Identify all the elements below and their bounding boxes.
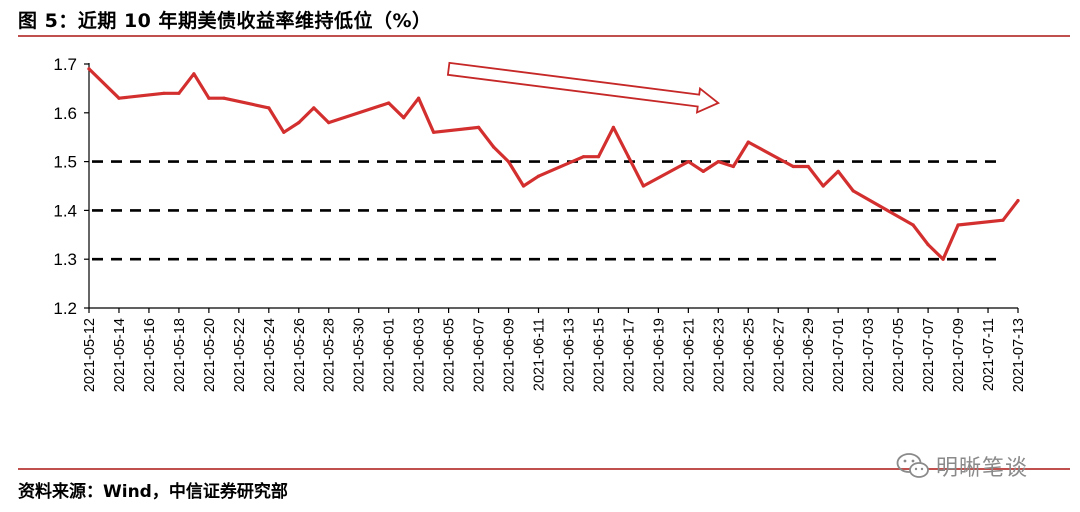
data-point	[596, 155, 601, 159]
x-tick-label: 2021-06-27	[771, 318, 787, 392]
x-tick-label: 2021-06-19	[651, 318, 667, 392]
data-point	[87, 67, 91, 71]
data-point	[821, 184, 825, 188]
axes: 1.2 1.3 1.4 1.5 1.6 1.7 2021-05-12 2021-05-14 20…	[53, 55, 1027, 392]
y-tick-label: 1.5	[53, 153, 77, 172]
y-tick-label: 1.4	[53, 201, 77, 220]
x-tick-label: 2021-06-23	[711, 318, 727, 392]
x-tick-label: 2021-05-28	[322, 318, 338, 392]
y-tick-label: 1.3	[53, 250, 77, 269]
watermark: 明晰笔谈	[896, 450, 1028, 482]
data-point	[506, 160, 511, 164]
x-tick-label: 2021-05-24	[262, 318, 278, 392]
trend-arrow-shape	[446, 61, 721, 114]
data-point	[1001, 218, 1005, 222]
x-tick-label: 2021-07-03	[861, 318, 877, 392]
series-layer	[87, 67, 1020, 261]
data-point	[117, 96, 121, 100]
y-tick-label: 1.2	[53, 299, 77, 318]
x-tick-label: 2021-05-20	[202, 318, 218, 392]
data-point	[941, 257, 945, 261]
x-tick-label: 2021-06-09	[502, 318, 518, 392]
x-tick-label: 2021-05-14	[112, 318, 128, 392]
x-tick-label: 2021-06-13	[561, 318, 577, 392]
data-point	[207, 96, 211, 100]
trend-arrow	[446, 61, 721, 114]
y-tick-label: 1.6	[53, 104, 77, 123]
data-point	[911, 223, 915, 227]
x-tick-label: 2021-06-01	[382, 318, 398, 392]
x-tick-label: 2021-06-17	[621, 318, 637, 392]
x-tick-label: 2021-07-11	[981, 318, 997, 391]
x-tick-label: 2021-05-12	[82, 318, 98, 392]
x-tick-label: 2021-07-13	[1011, 318, 1027, 392]
wechat-icon	[896, 453, 929, 478]
x-tick-label: 2021-06-11	[532, 318, 548, 391]
data-point	[297, 121, 301, 125]
x-tick-label: 2021-06-25	[741, 318, 757, 392]
chart-title: 图 5：近期 10 年期美债收益率维持低位（%）	[18, 10, 432, 32]
data-point	[267, 106, 271, 110]
x-tick-label: 2021-06-05	[442, 318, 458, 392]
data-point	[806, 164, 810, 169]
x-tick-label: 2021-07-01	[831, 318, 847, 392]
data-point	[581, 155, 586, 159]
footer-rule	[18, 468, 1070, 470]
line-chart: 1.2 1.3 1.4 1.5 1.6 1.7 2021-05-12 2021-05-14 20…	[53, 55, 1027, 392]
data-point	[536, 174, 541, 178]
data-point	[417, 96, 421, 100]
data-point	[162, 91, 166, 95]
data-point	[731, 164, 735, 169]
data-point	[521, 184, 526, 188]
data-point	[402, 116, 406, 120]
x-tick-label: 2021-06-29	[801, 318, 817, 392]
x-tick-label: 2021-06-21	[681, 318, 697, 392]
data-point	[192, 72, 196, 76]
x-tick-label: 2021-07-07	[921, 318, 937, 392]
x-tick-label: 2021-06-07	[472, 318, 488, 392]
x-tick-label: 2021-05-30	[352, 318, 368, 392]
data-point	[387, 101, 391, 105]
data-point	[432, 130, 436, 134]
data-point	[492, 145, 496, 149]
series-line	[87, 67, 1020, 261]
data-point	[746, 140, 750, 144]
x-tick-label: 2021-05-18	[172, 318, 188, 392]
data-point	[791, 164, 795, 169]
data-point	[641, 184, 646, 188]
reference-lines	[92, 160, 996, 261]
data-point	[926, 243, 930, 247]
x-tick-label: 2021-05-22	[232, 318, 248, 392]
data-point	[327, 121, 331, 125]
data-point	[1016, 199, 1020, 203]
x-tick-label: 2021-06-03	[412, 318, 428, 392]
x-tick-label: 2021-05-16	[142, 318, 158, 392]
title-rule	[18, 35, 1070, 37]
watermark-text: 明晰笔谈	[936, 456, 1029, 481]
data-point	[222, 96, 226, 100]
data-point	[701, 169, 705, 173]
data-point	[312, 106, 316, 110]
data-point	[686, 160, 691, 164]
data-point	[477, 125, 481, 129]
x-tick-label: 2021-06-15	[591, 318, 607, 392]
data-point	[611, 125, 616, 129]
data-point	[282, 130, 286, 134]
data-point	[956, 223, 960, 227]
x-tick-label: 2021-07-05	[891, 318, 907, 392]
x-tick-label: 2021-07-09	[951, 318, 967, 392]
data-point	[177, 91, 181, 95]
y-tick-label: 1.7	[53, 55, 77, 74]
x-tick-label: 2021-05-26	[292, 318, 308, 392]
data-point	[626, 155, 631, 159]
data-point	[851, 189, 855, 193]
source-note: 资料来源：Wind，中信证券研究部	[18, 482, 288, 502]
data-point	[836, 169, 840, 173]
data-point	[716, 160, 720, 164]
